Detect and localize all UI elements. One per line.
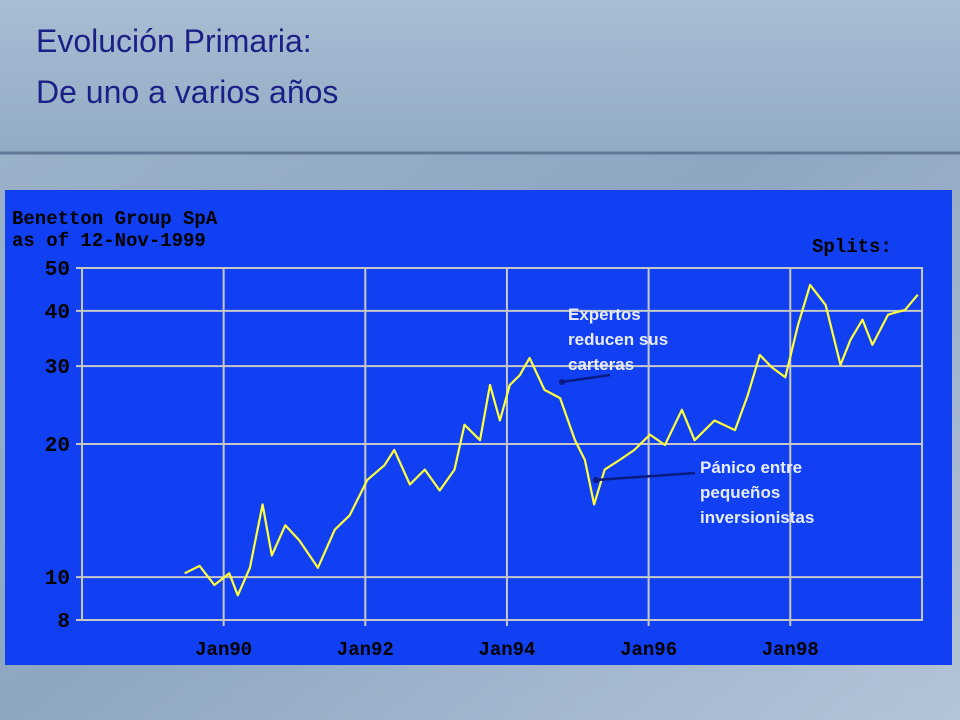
chart-title: Benetton Group SpA	[12, 208, 218, 230]
price-line	[184, 283, 919, 597]
annotation-arrow	[561, 373, 611, 384]
chart-panel	[5, 190, 952, 665]
chart-subtitle: as of 12-Nov-1999	[12, 230, 206, 252]
annotation: reducen sus	[568, 330, 668, 349]
header-band	[0, 0, 960, 152]
slide-title: De uno a varios años	[36, 74, 338, 110]
x-tick-label: Jan92	[337, 639, 394, 661]
annotation: carteras	[568, 355, 634, 374]
plot: 8 10 20 30 40 50 Jan90 Jan92 Jan94 Jan96 Jan98 Expe…	[45, 259, 923, 661]
y-tick-label: 50	[45, 259, 70, 282]
y-tick-label: 20	[45, 435, 70, 458]
x-tick-label: Jan98	[762, 639, 819, 661]
arrow-head	[559, 379, 565, 385]
splits-label: Splits:	[812, 236, 892, 258]
arrow-head	[593, 477, 599, 483]
x-tick-label: Jan90	[195, 639, 252, 661]
annotation: inversionistas	[700, 508, 814, 527]
annotation: Pánico entre	[700, 458, 802, 477]
x-tick-label: Jan96	[620, 639, 677, 661]
annotation: Expertos	[568, 305, 641, 324]
slide-title: Evolución Primaria:	[36, 23, 312, 59]
x-tick-label: Jan94	[478, 639, 535, 661]
y-tick-label: 10	[45, 568, 70, 591]
y-tick-label: 8	[57, 611, 70, 634]
y-tick-label: 40	[45, 302, 70, 325]
annotation-arrow	[595, 471, 696, 482]
y-tick-label: 30	[45, 357, 70, 380]
annotation: pequeños	[700, 483, 780, 502]
